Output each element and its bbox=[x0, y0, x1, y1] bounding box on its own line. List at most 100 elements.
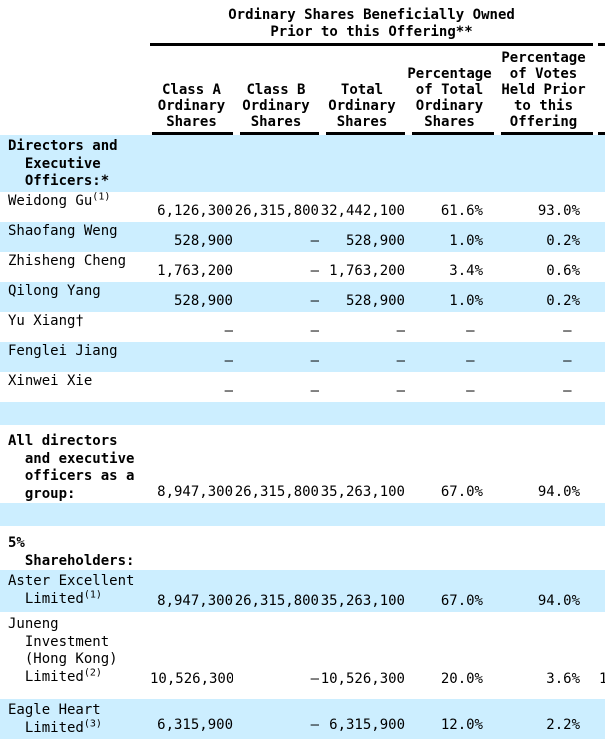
empty-cell bbox=[0, 402, 605, 425]
column-rule bbox=[326, 132, 405, 135]
shareholder-name-text: Zhisheng Cheng bbox=[8, 253, 127, 269]
shareholder-name: Zhisheng Cheng bbox=[0, 252, 150, 282]
pct-votes-value: 0.2% bbox=[546, 293, 581, 309]
total-shares-value: 35,263,100 bbox=[320, 484, 405, 500]
cropped-next-column bbox=[593, 282, 605, 312]
shareholder-name-text: Eagle Heart Limited bbox=[8, 702, 101, 736]
total-shares-value: 10,526,300 bbox=[320, 671, 405, 687]
class-b-shares-value: — bbox=[310, 263, 319, 279]
footnote-superscript: (1) bbox=[83, 588, 102, 600]
class-b-shares-value: 26,315,800 bbox=[234, 203, 319, 219]
total-shares-value: 1,763,200 bbox=[329, 263, 405, 279]
col-header-class-b: Class B Ordinary Shares bbox=[233, 46, 319, 135]
shareholder-name: Yu Xiang† bbox=[0, 312, 150, 342]
shareholder-name-text: Fenglei Jiang bbox=[8, 343, 118, 359]
pct-total-value: 67.0% bbox=[440, 593, 483, 609]
total-shares-value: 32,442,100 bbox=[320, 203, 405, 219]
col-header-label: Total Ordinary Shares bbox=[328, 82, 396, 130]
empty-cell bbox=[0, 0, 150, 46]
class-b-shares-value: — bbox=[310, 293, 319, 309]
col-header-class-a: Class A Ordinary Shares bbox=[150, 46, 233, 135]
shareholder-name-text: Weidong Gu bbox=[8, 193, 93, 209]
pct-total-value: 61.6% bbox=[440, 203, 483, 219]
shareholder-name: Fenglei Jiang bbox=[0, 342, 150, 372]
cropped-next-column-value: 1 bbox=[599, 671, 605, 687]
total-shares-value: 528,900 bbox=[345, 233, 405, 249]
cropped-next-column bbox=[593, 372, 605, 402]
pct-total-value: — bbox=[466, 383, 483, 399]
cropped-next-column bbox=[593, 252, 605, 282]
shareholder-name-text: Yu Xiang† bbox=[8, 313, 84, 329]
class-a-shares-value: 8,947,300 bbox=[157, 593, 233, 609]
total-shares-value: — bbox=[396, 383, 405, 399]
shareholder-name: Juneng Investment (Hong Kong) Limited(2) bbox=[0, 612, 150, 699]
total-shares-value: — bbox=[396, 353, 405, 369]
cropped-next-column bbox=[593, 342, 605, 372]
class-b-shares-value: — bbox=[310, 233, 319, 249]
cropped-next-column bbox=[593, 192, 605, 222]
class-a-shares-value: 528,900 bbox=[173, 233, 233, 249]
class-a-shares-value: 10,526,300 bbox=[150, 671, 233, 687]
footnote-superscript: (3) bbox=[83, 717, 102, 729]
total-shares-value: 35,263,100 bbox=[320, 593, 405, 609]
row-juneng-investment: Juneng Investment (Hong Kong) Limited(2)… bbox=[0, 612, 605, 699]
col-header-label: Class A Ordinary Shares bbox=[157, 82, 226, 130]
pct-total-value: 12.0% bbox=[440, 717, 483, 733]
row-directors-section-header: Directors and Executive Officers:* bbox=[0, 135, 605, 192]
pct-votes-value: 2.2% bbox=[546, 717, 581, 733]
shareholder-name: Weidong Gu(1) bbox=[0, 192, 150, 222]
pct-votes-value: 94.0% bbox=[537, 484, 581, 500]
shareholder-name: Xinwei Xie bbox=[0, 372, 150, 402]
class-a-shares-value: — bbox=[224, 353, 233, 369]
class-a-shares-value: — bbox=[224, 383, 233, 399]
column-rule bbox=[240, 132, 319, 135]
footnote-superscript: (2) bbox=[83, 666, 102, 678]
empty-cell bbox=[0, 46, 150, 135]
pct-total-value: 3.4% bbox=[449, 263, 483, 279]
shareholder-name-text: Juneng Investment (Hong Kong) Limited bbox=[8, 616, 118, 685]
spacer-row bbox=[0, 503, 605, 526]
footnote-superscript: (1) bbox=[92, 192, 111, 203]
class-b-shares-value: 26,315,800 bbox=[234, 593, 319, 609]
pct-total-value: — bbox=[466, 353, 483, 369]
empty-cell bbox=[0, 739, 605, 747]
shareholder-name: Shaofang Weng bbox=[0, 222, 150, 252]
class-b-shares-value: — bbox=[310, 323, 319, 339]
column-rule bbox=[412, 132, 494, 135]
class-b-shares-value: 26,315,800 bbox=[234, 484, 319, 500]
col-header-label: Class B Ordinary Shares bbox=[242, 82, 310, 130]
class-a-shares-value: 6,126,300 bbox=[157, 203, 233, 219]
shareholder-name-text: All directors and executive officers as … bbox=[8, 433, 135, 502]
total-shares-value: — bbox=[396, 323, 405, 339]
pct-votes-value: 0.2% bbox=[546, 233, 581, 249]
section-title: Directors and Executive Officers:* bbox=[0, 135, 605, 192]
column-rule bbox=[152, 132, 233, 135]
class-a-shares-value: 8,947,300 bbox=[157, 484, 233, 500]
col-header-pct-votes: Percentage of Votes Held Prior to this O… bbox=[494, 46, 594, 135]
row-yu-xiang: Yu Xiang† — — — — — bbox=[0, 312, 605, 342]
shareholder-name-text: Qilong Yang bbox=[8, 283, 101, 299]
cropped-next-column bbox=[593, 312, 605, 342]
header-rule-fragment bbox=[598, 43, 605, 46]
pct-total-value: — bbox=[466, 323, 483, 339]
span-header-cell: Ordinary Shares Beneficially Owned Prior… bbox=[150, 0, 594, 46]
column-rule bbox=[501, 132, 594, 135]
class-a-shares-value: 6,315,900 bbox=[157, 717, 233, 733]
row-fenglei-jiang: Fenglei Jiang — — — — — bbox=[0, 342, 605, 372]
row-shaofang-weng: Shaofang Weng 528,900 — 528,900 1.0% 0.2… bbox=[0, 222, 605, 252]
shareholder-name: Eagle Heart Limited(3) bbox=[0, 699, 150, 739]
header-rule bbox=[150, 43, 594, 46]
cropped-next-column bbox=[593, 425, 605, 503]
pct-total-value: 67.0% bbox=[440, 484, 483, 500]
row-xinwei-xie: Xinwei Xie — — — — — bbox=[0, 372, 605, 402]
row-qilong-yang: Qilong Yang 528,900 — 528,900 1.0% 0.2% bbox=[0, 282, 605, 312]
pct-votes-value: — bbox=[563, 353, 581, 369]
class-b-shares-value: — bbox=[310, 671, 319, 687]
col-header-pct-total: Percentage of Total Ordinary Shares bbox=[405, 46, 494, 135]
pct-votes-value: 93.0% bbox=[537, 203, 581, 219]
col-header-label: Percentage of Votes Held Prior to this O… bbox=[501, 50, 586, 130]
section-title: 5% Shareholders: bbox=[0, 526, 605, 570]
class-b-shares-value: — bbox=[310, 383, 319, 399]
pct-total-value: 1.0% bbox=[449, 293, 483, 309]
